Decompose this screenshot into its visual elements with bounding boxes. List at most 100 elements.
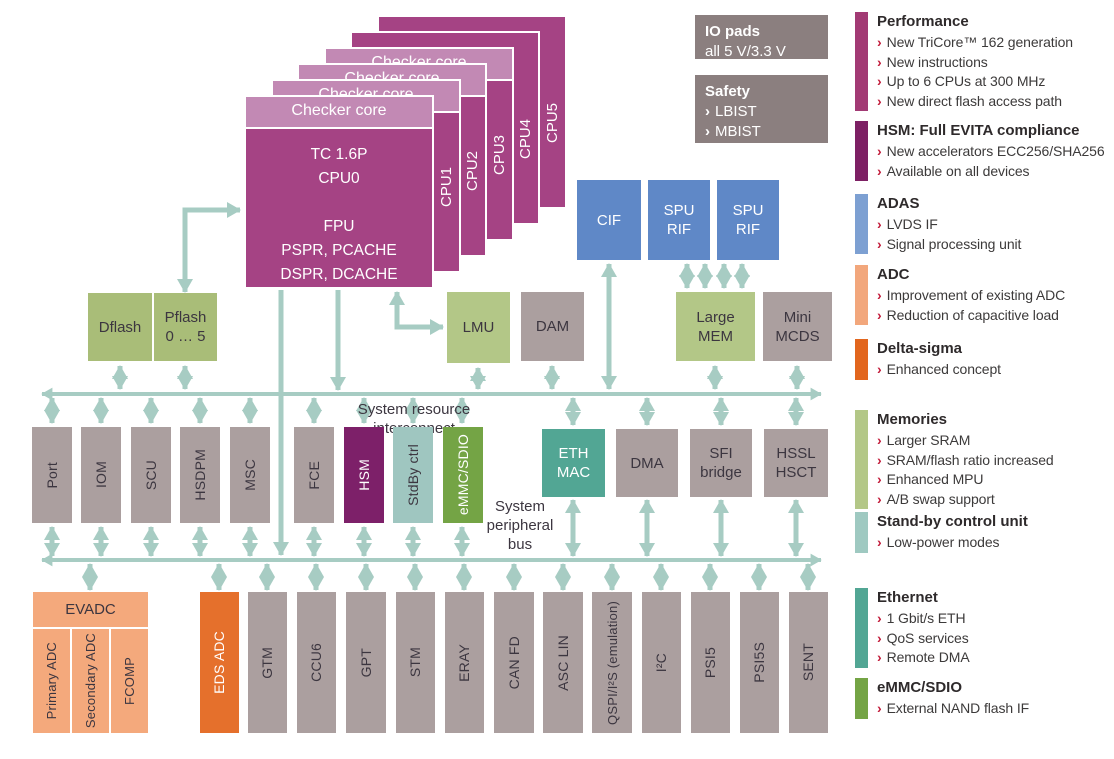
block-dam: DAM xyxy=(521,292,584,361)
legend-title: Performance xyxy=(877,13,969,30)
chevron-bullet: › xyxy=(877,610,882,626)
cpu0-details: TC 1.6P CPU0 FPU PSPR, PCACHE DSPR, DCAC… xyxy=(280,146,398,283)
legend-color-bar xyxy=(855,410,868,509)
block-emmc-sdio: eMMC/SDIO xyxy=(443,427,483,523)
legend-color-bar xyxy=(855,194,868,254)
block-psi5s: PSI5S xyxy=(740,592,779,733)
legend-item: › Up to 6 CPUs at 300 MHz xyxy=(877,73,1046,89)
legend-memories: Memories › Larger SRAM › SRAM/flash ratio … xyxy=(855,410,1054,509)
chevron-bullet: › xyxy=(877,534,882,550)
io-pads-subtitle: all 5 V/3.3 V xyxy=(705,43,786,60)
legend-title: ADAS xyxy=(877,195,920,212)
legend-color-bar xyxy=(855,12,868,111)
io-pads-box: IO pads all 5 V/3.3 V xyxy=(695,15,828,60)
cpu2-label: CPU2 xyxy=(464,151,481,192)
io-pads-title: IO pads xyxy=(705,23,761,40)
legend-performance: Performance › New TriCore™ 162 generation… xyxy=(855,12,1073,111)
chevron-bullet: › xyxy=(877,432,882,448)
chevron-bullet: › xyxy=(877,629,882,646)
legend-item: › LVDS IF xyxy=(877,216,938,232)
chevron-bullet: › xyxy=(877,490,882,507)
legend-color-bar xyxy=(855,265,868,325)
block-i2c: I²C xyxy=(642,592,681,733)
block-eth-mac: ETH MAC xyxy=(542,429,605,497)
legend-item: › Improvement of existing ADC xyxy=(877,287,1066,303)
chevron-bullet: › xyxy=(877,235,882,252)
legend-color-bar xyxy=(855,339,868,380)
safety-title: Safety xyxy=(705,83,751,100)
legend-item: › New instructions xyxy=(877,53,988,70)
legend-standby: Stand-by control unit › Low-power modes xyxy=(855,512,1028,553)
cpu5-label: CPU5 xyxy=(544,103,561,144)
cpu0-checker-core: Checker core xyxy=(246,97,432,129)
block-fce: FCE xyxy=(294,427,334,523)
chevron-bullet: › xyxy=(877,216,882,232)
legend-title: Delta-sigma xyxy=(877,340,963,357)
block-spu-rif-1: SPU RIF xyxy=(648,180,710,260)
chevron-bullet: › xyxy=(877,361,882,377)
legend-adas: ADAS › LVDS IF › Signal processing unit xyxy=(855,194,1021,254)
block-stdby-ctrl: StdBy ctrl xyxy=(393,427,433,523)
chevron-bullet: › xyxy=(877,53,882,70)
block-iom: IOM xyxy=(81,427,121,523)
block-eds-adc: EDS ADC xyxy=(200,592,239,733)
block-mini-mcds: Mini MCDS xyxy=(763,292,832,361)
arrow-cpu-lmu xyxy=(388,290,445,335)
legend-color-bar xyxy=(855,588,868,668)
legend-item: › QoS services xyxy=(877,629,969,646)
chevron-bullet: › xyxy=(877,649,882,665)
system-peripheral-bus-label: System peripheral bus xyxy=(486,498,554,553)
legend-color-bar xyxy=(855,678,868,719)
cpu1-label: CPU1 xyxy=(438,167,455,208)
block-spu-rif-2: SPU RIF xyxy=(717,180,779,260)
block-large-mem: Large MEM xyxy=(676,292,755,361)
block-cif: CIF xyxy=(577,180,641,260)
legend-title: Stand-by control unit xyxy=(877,513,1028,530)
chevron-bullet: › xyxy=(877,73,882,89)
chevron-bullet: › xyxy=(877,287,882,303)
block-fcomp: FCOMP xyxy=(111,629,148,733)
legend-color-bar xyxy=(855,512,868,553)
cpu0-block: Checker core TC 1.6P CPU0 FPU PSPR, PCAC… xyxy=(244,95,434,289)
legend-item: › Enhanced MPU xyxy=(877,471,984,487)
legend-item: › Larger SRAM xyxy=(877,432,971,448)
block-qspi-i2s: QSPI/I²S (emulation) xyxy=(592,592,632,733)
legend-title: eMMC/SDIO xyxy=(877,679,963,696)
block-secondary-adc: Secondary ADC xyxy=(72,629,109,733)
legend-item: › 1 Gbit/s ETH xyxy=(877,610,966,626)
block-gpt: GPT xyxy=(346,592,386,733)
block-asc-lin: ASC LIN xyxy=(543,592,583,733)
legend-delta-sigma: Delta-sigma › Enhanced concept xyxy=(855,339,1001,380)
block-gtm: GTM xyxy=(248,592,287,733)
legend-item: › New accelerators ECC256/SHA256 xyxy=(877,143,1105,159)
chevron-bullet: › xyxy=(877,162,882,179)
arrow-flash-cpu xyxy=(177,201,242,294)
evadc-title: EVADC xyxy=(33,592,148,627)
block-primary-adc: Primary ADC xyxy=(33,629,70,733)
legend-title: HSM: Full EVITA compliance xyxy=(877,122,1080,139)
block-msc: MSC xyxy=(230,427,270,523)
chevron-bullet: › xyxy=(877,92,882,109)
block-lmu: LMU xyxy=(447,292,510,363)
safety-item: › MBIST upgrade xyxy=(705,123,761,160)
block-sent: SENT xyxy=(789,592,828,733)
block-ccu6: CCU6 xyxy=(297,592,336,733)
chevron-bullet: › xyxy=(877,700,882,716)
legend-title: ADC xyxy=(877,266,910,283)
chevron-bullet: › xyxy=(705,123,710,140)
block-dma: DMA xyxy=(616,429,678,497)
legend-ethernet: Ethernet › 1 Gbit/s ETH › QoS services › Re… xyxy=(855,588,970,668)
block-hsdpm: HSDPM xyxy=(180,427,220,523)
block-evadc-group: EVADC Primary ADC Secondary ADC FCOMP xyxy=(33,592,148,733)
legend-emmc-sdio: eMMC/SDIO › External NAND flash IF xyxy=(855,678,1029,719)
legend-title: Ethernet xyxy=(877,589,938,606)
legend-item: › External NAND flash IF xyxy=(877,700,1030,716)
block-hsm: HSM xyxy=(344,427,384,523)
chevron-bullet: › xyxy=(877,34,882,50)
legend-item: › Reduction of capacitive load xyxy=(877,306,1059,323)
cpu4-label: CPU4 xyxy=(517,119,534,160)
chevron-bullet: › xyxy=(877,143,882,159)
chevron-bullet: › xyxy=(877,306,882,323)
block-scu: SCU xyxy=(131,427,171,523)
